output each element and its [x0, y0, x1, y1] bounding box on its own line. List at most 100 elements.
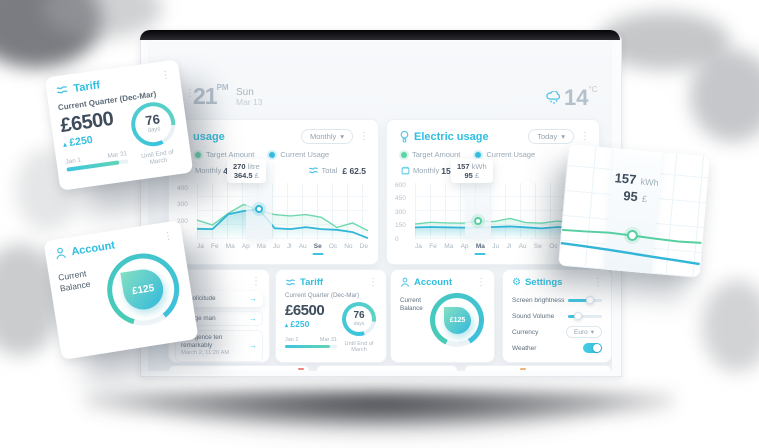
target-amount-radio[interactable]: [195, 151, 201, 158]
account-kebab-icon[interactable]: ⋮: [476, 276, 486, 288]
month-label[interactable]: Ma: [444, 243, 454, 250]
legend-current-label: Current Usage: [280, 150, 330, 159]
month-label[interactable]: Se: [313, 243, 322, 250]
month-label[interactable]: Ja: [415, 243, 422, 250]
month-label[interactable]: Ja: [197, 243, 204, 250]
current-area: [415, 226, 589, 239]
tariff-kebab-icon[interactable]: ⋮: [368, 276, 378, 288]
y-axis-tick: 600: [395, 181, 406, 189]
current-line: [560, 241, 700, 266]
water-y-axis: 400 300 200: [177, 183, 197, 239]
month-label[interactable]: Jl: [506, 243, 512, 250]
balance-gauge: £125: [430, 293, 484, 347]
laptop-screen: ⋮ 21PM Sun Mar 13 14°C usage Monthly ▾ ⋮…: [148, 41, 612, 371]
month-label[interactable]: Ap: [241, 243, 250, 250]
electric-period-dropdown[interactable]: Today ▾: [528, 129, 574, 144]
tooltip-currency: £: [474, 171, 480, 180]
y-axis-tick: 200: [177, 217, 188, 225]
message-item[interactable]: se solicitude →: [175, 291, 263, 307]
settings-card: ⚙ Settings ⋮ Screen brightness Sound Vol…: [502, 269, 612, 363]
month-label[interactable]: Au: [518, 243, 527, 250]
tooltip-value: 157: [457, 162, 470, 171]
total-receipt-icon: [308, 167, 318, 174]
currency-dropdown[interactable]: Euro ▾: [566, 326, 602, 338]
detail-chart-marker[interactable]: [625, 229, 638, 242]
y-axis-tick: 400: [177, 184, 188, 192]
brightness-slider[interactable]: [568, 296, 602, 304]
month-label[interactable]: Ma: [225, 243, 235, 250]
message-item[interactable]: Indulgence ten remarkably March 2, 11:20…: [175, 330, 263, 362]
month-label[interactable]: No: [344, 243, 353, 250]
current-usage-radio[interactable]: [269, 151, 276, 158]
water-panel-kebab-icon[interactable]: ⋮: [359, 130, 369, 142]
header-kebab-icon[interactable]: ⋮: [185, 88, 195, 99]
legend-target-label: Target Amount: [206, 150, 255, 159]
month-label[interactable]: Oc: [328, 243, 338, 250]
floating-tariff-card: Tariff ⋮ Current Quarter (Dec-Mar) £6500…: [44, 59, 194, 191]
electric-panel-kebab-icon[interactable]: ⋮: [580, 130, 590, 142]
currency-value: Euro: [574, 328, 588, 336]
month-label[interactable]: De: [359, 243, 368, 250]
detail-unit: kWh: [640, 176, 660, 189]
chevron-down-icon: ▾: [340, 132, 344, 141]
floating-account-kebab-icon[interactable]: ⋮: [162, 229, 174, 243]
water-x-axis: Ja Fe Ma Ap Ma Ju Jl Au Se Oc No De: [197, 243, 368, 250]
message-text: se solicitude: [181, 295, 216, 302]
electric-tooltip: 157 kWh 95 £: [451, 159, 493, 183]
floating-tariff-title: Tariff: [72, 78, 101, 95]
water-period-value: Monthly: [309, 132, 337, 141]
partial-card: [168, 365, 310, 371]
partial-card: [316, 365, 458, 371]
month-label[interactable]: Ma: [256, 243, 266, 250]
floating-tariff-delta: £250: [68, 133, 94, 150]
tooltip-unit: litre: [247, 162, 260, 171]
arrow-right-icon[interactable]: →: [249, 313, 257, 323]
water-panel-title: usage: [193, 130, 225, 143]
month-label[interactable]: Fe: [210, 243, 219, 250]
month-label[interactable]: Se: [533, 243, 542, 250]
month-label[interactable]: Ap: [460, 243, 469, 250]
total-value: £ 62.5: [342, 165, 366, 176]
month-label[interactable]: Ju: [272, 243, 280, 250]
month-label[interactable]: Oc: [549, 243, 558, 250]
range-start: Jan 1: [285, 337, 299, 343]
current-usage-radio[interactable]: [475, 151, 482, 158]
monthly-label: Monthly: [413, 166, 440, 175]
tariff-card: Tariff ⋮ Current Quarter (Dec-Mar) £6500…: [275, 269, 387, 363]
legend-target-label: Target Amount: [412, 150, 461, 159]
quarter-progress-bar: [285, 345, 337, 348]
month-label[interactable]: Fe: [429, 243, 437, 250]
brightness-label: Screen brightness: [512, 296, 565, 304]
balance-droplet: £125: [120, 266, 167, 313]
tooltip-unit: kWh: [471, 162, 487, 171]
month-label[interactable]: Jl: [286, 243, 292, 250]
electric-chart: 157 kWh 95 £: [414, 157, 590, 239]
water-chart-marker[interactable]: [255, 205, 264, 214]
weather-toggle[interactable]: [583, 343, 602, 353]
month-label[interactable]: Ma: [475, 243, 485, 250]
weather-icon: [546, 91, 562, 105]
month-label[interactable]: Au: [298, 243, 307, 250]
target-amount-radio[interactable]: [401, 151, 407, 158]
laptop-shadow: [150, 400, 610, 436]
temperature-value: 14: [564, 85, 589, 110]
water-chart: 270 litre 364.5 £: [196, 157, 369, 240]
balance-gauge: £125: [102, 248, 185, 331]
messages-kebab-icon[interactable]: ⋮: [251, 276, 261, 287]
target-line: [196, 203, 369, 232]
water-period-dropdown[interactable]: Monthly ▾: [300, 129, 353, 144]
increase-arrow-icon: ▴: [62, 141, 68, 149]
month-label[interactable]: Ju: [492, 243, 500, 250]
balance-value: £125: [131, 282, 156, 297]
arrow-right-icon[interactable]: →: [249, 294, 257, 303]
detail-chart: [559, 196, 704, 274]
volume-slider[interactable]: [568, 312, 602, 320]
total-label: Total: [321, 166, 338, 175]
y-axis-tick: 150: [395, 222, 406, 230]
arrow-right-icon[interactable]: →: [249, 341, 257, 350]
electric-chart-marker[interactable]: [474, 216, 483, 225]
settings-kebab-icon[interactable]: ⋮: [593, 276, 603, 288]
days-left-ring: 76 days: [128, 99, 179, 150]
floating-tariff-kebab-icon[interactable]: ⋮: [159, 68, 172, 82]
tariff-amount: £6500: [285, 302, 325, 319]
